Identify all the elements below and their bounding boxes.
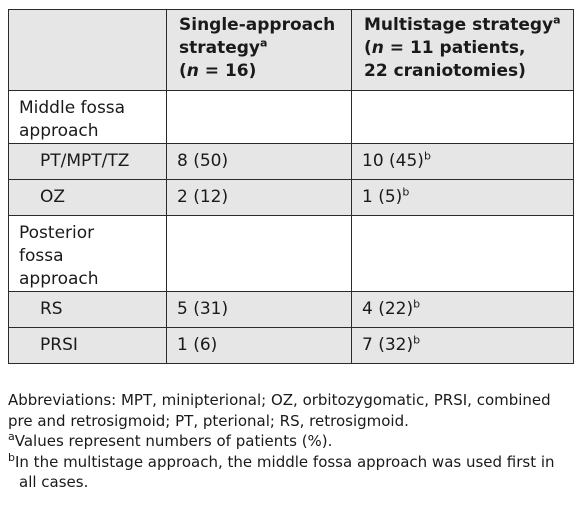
cell-value: 4 (22)b bbox=[362, 297, 421, 319]
n-variable: n bbox=[186, 61, 199, 81]
row-label: PRSI bbox=[40, 335, 78, 355]
table-row: Middle fossa approach bbox=[8, 90, 574, 144]
cell-value: 5 (31) bbox=[177, 299, 229, 319]
cell-value: 1 (5)b bbox=[362, 185, 410, 207]
table-row: PRSI 1 (6) 7 (32)b bbox=[8, 327, 574, 364]
footnote-mark-b: b bbox=[423, 149, 431, 163]
header-col3-line1: Multistage strategy bbox=[364, 15, 554, 35]
row-label: OZ bbox=[40, 187, 66, 207]
row-label: RS bbox=[40, 299, 63, 319]
n-variable: n bbox=[371, 38, 384, 58]
cell-value: 10 (45)b bbox=[362, 149, 431, 171]
table-row: RS 5 (31) 4 (22)b bbox=[8, 291, 574, 328]
footnote-b: bIn the multistage approach, the middle … bbox=[8, 450, 555, 492]
table-row: PT/MPT/TZ 8 (50) 10 (45)b bbox=[8, 143, 574, 180]
header-col2-line1: Single-approach bbox=[179, 15, 336, 35]
table-row: OZ 2 (12) 1 (5)b bbox=[8, 179, 574, 216]
footnote-a: aValues represent numbers of patients (%… bbox=[8, 430, 333, 450]
cell-value: 8 (50) bbox=[177, 151, 229, 171]
table-row: Posterior fossa approach bbox=[8, 215, 574, 292]
footnote-mark-b: b bbox=[413, 333, 421, 347]
table-header-row: Single-approach strategya (n = 16) Multi… bbox=[8, 9, 574, 91]
header-multistage: Multistage strategya (n = 11 patients, 2… bbox=[351, 9, 574, 91]
header-single-approach: Single-approach strategya (n = 16) bbox=[166, 9, 352, 91]
footnote-mark-a: a bbox=[260, 36, 268, 50]
header-col1 bbox=[8, 9, 167, 91]
approach-table: Single-approach strategya (n = 16) Multi… bbox=[8, 9, 574, 364]
cell-value: 1 (6) bbox=[177, 335, 218, 355]
footnote-mark-a: a bbox=[553, 13, 561, 27]
header-col2-line2: strategy bbox=[179, 38, 261, 58]
row-label: PT/MPT/TZ bbox=[40, 151, 130, 171]
cell-value: 7 (32)b bbox=[362, 333, 421, 355]
cell-value: 2 (12) bbox=[177, 187, 229, 207]
header-col3-line3: 22 craniotomies) bbox=[364, 61, 526, 81]
group-label: Middle fossa approach bbox=[19, 98, 126, 141]
footnote-mark-b: b bbox=[402, 185, 410, 199]
group-label: Posterior fossa approach bbox=[19, 223, 99, 289]
table-footnotes: Abbreviations: MPT, minipterional; OZ, o… bbox=[8, 390, 574, 493]
footnote-mark-b: b bbox=[413, 297, 421, 311]
abbreviations-note: Abbreviations: MPT, minipterional; OZ, o… bbox=[8, 391, 551, 430]
